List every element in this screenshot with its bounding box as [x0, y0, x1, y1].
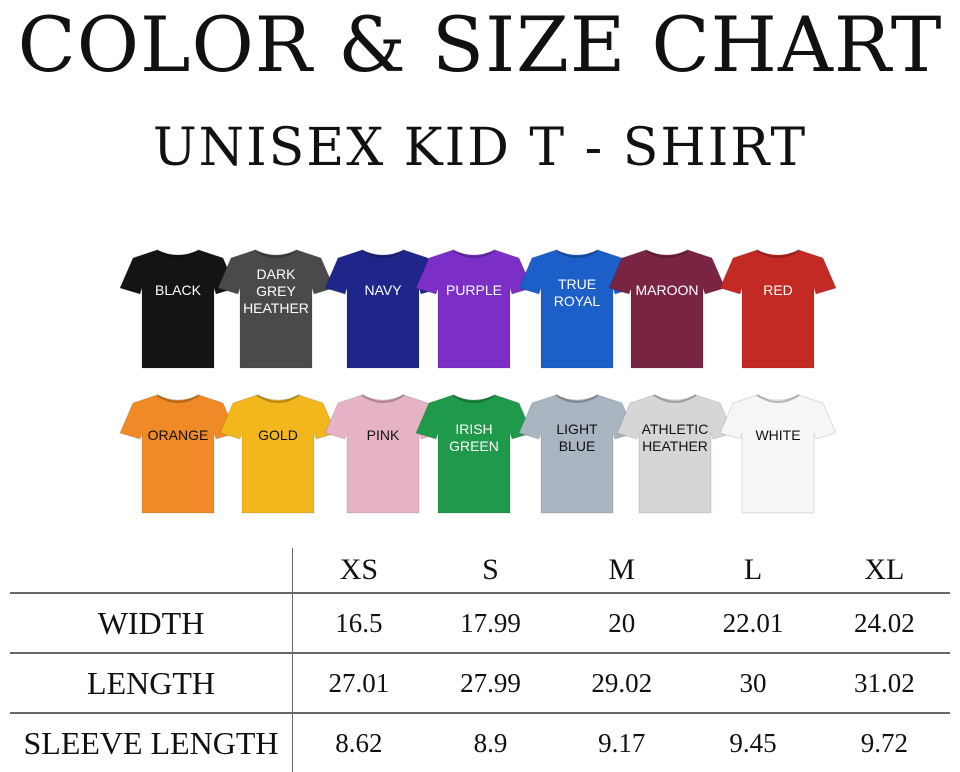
page-subtitle: UNISEX KID T - SHIRT — [152, 118, 808, 178]
shirt-swatch: GOLD — [219, 389, 337, 517]
table-row: SLEEVE LENGTH 8.62 8.9 9.17 9.45 9.72 — [10, 712, 950, 772]
shirt-swatch: BLACK — [119, 244, 237, 372]
size-header: S — [482, 553, 499, 586]
shirt-color-label: MAROON — [635, 282, 699, 298]
tshirt-icon — [119, 249, 237, 369]
tshirt-icon — [219, 394, 337, 514]
shirt-swatch: DARK GREY HEATHER — [217, 244, 335, 372]
table-corner — [10, 548, 293, 593]
shirt-swatch: LIGHT BLUE — [518, 389, 636, 517]
shirt-swatch: TRUE ROYAL — [518, 244, 636, 372]
row-label: SLEEVE LENGTH — [10, 712, 293, 772]
table-cell: 9.17 — [556, 712, 688, 772]
shirt-color-label: WHITE — [755, 427, 801, 443]
table-cell: 8.9 — [424, 712, 557, 772]
tshirt-icon — [324, 394, 442, 514]
shirt-color-label: IRISH GREEN — [449, 421, 499, 454]
shirt-swatch: IRISH GREEN — [415, 389, 533, 517]
tshirt-icon — [518, 249, 636, 369]
shirt-swatch: ORANGE — [119, 389, 237, 517]
shirt-color-label: ATHLETIC HEATHER — [641, 421, 709, 454]
shirt-swatch: MAROON — [608, 244, 726, 372]
shirt-color-label: RED — [763, 282, 793, 298]
shirt-swatch: ATHLETIC HEATHER — [616, 389, 734, 517]
size-header: XS — [339, 553, 379, 586]
shirt-color-label: NAVY — [364, 282, 402, 298]
shirt-color-label: GOLD — [258, 427, 298, 443]
tshirt-icon — [719, 249, 837, 369]
shirt-color-label: PURPLE — [445, 282, 503, 298]
shirt-swatch: NAVY — [324, 244, 442, 372]
shirt-color-label: DARK GREY HEATHER — [243, 266, 309, 316]
shirt-swatch: RED — [719, 244, 837, 372]
size-table: XS S M L XL WIDTH 16.5 17.99 20 22.01 24… — [10, 548, 950, 772]
table-cell: 9.72 — [818, 712, 950, 772]
table-cell: 20 — [556, 592, 688, 653]
tshirt-icon — [217, 249, 335, 369]
row-label: WIDTH — [10, 592, 293, 653]
tshirt-icon — [119, 394, 237, 514]
shirt-color-label: LIGHT BLUE — [556, 421, 598, 454]
table-cell: 22.01 — [687, 592, 819, 653]
tshirt-icon — [415, 249, 533, 369]
tshirt-icon — [518, 394, 636, 514]
tshirt-icon — [616, 394, 734, 514]
table-cell: 9.45 — [687, 712, 819, 772]
table-cell: 16.5 — [292, 592, 425, 653]
table-cell: 17.99 — [424, 592, 557, 653]
table-cell: 30 — [687, 652, 819, 713]
table-cell: 29.02 — [556, 652, 688, 713]
shirt-color-label: TRUE ROYAL — [553, 276, 601, 309]
shirt-color-label: ORANGE — [147, 427, 209, 443]
shirt-color-label: BLACK — [155, 282, 201, 298]
table-row: LENGTH 27.01 27.99 29.02 30 31.02 — [10, 652, 950, 713]
size-header: M — [608, 553, 636, 586]
table-cell: 24.02 — [818, 592, 950, 653]
table-cell: 8.62 — [292, 712, 425, 772]
table-cell: 27.01 — [292, 652, 425, 713]
row-label: LENGTH — [10, 652, 293, 713]
size-header-row: XS S M L XL — [10, 548, 950, 593]
table-cell: 31.02 — [818, 652, 950, 713]
size-header: XL — [864, 553, 905, 586]
page-title: COLOR & SIZE CHART — [17, 0, 943, 89]
shirt-color-label: PINK — [366, 427, 400, 443]
table-cell: 27.99 — [424, 652, 557, 713]
shirt-swatch: PURPLE — [415, 244, 533, 372]
tshirt-icon — [719, 394, 837, 514]
size-header: L — [743, 553, 763, 586]
tshirt-icon — [415, 394, 533, 514]
shirt-swatch: WHITE — [719, 389, 837, 517]
table-row: WIDTH 16.5 17.99 20 22.01 24.02 — [10, 592, 950, 653]
tshirt-icon — [324, 249, 442, 369]
shirt-swatch: PINK — [324, 389, 442, 517]
tshirt-icon — [608, 249, 726, 369]
